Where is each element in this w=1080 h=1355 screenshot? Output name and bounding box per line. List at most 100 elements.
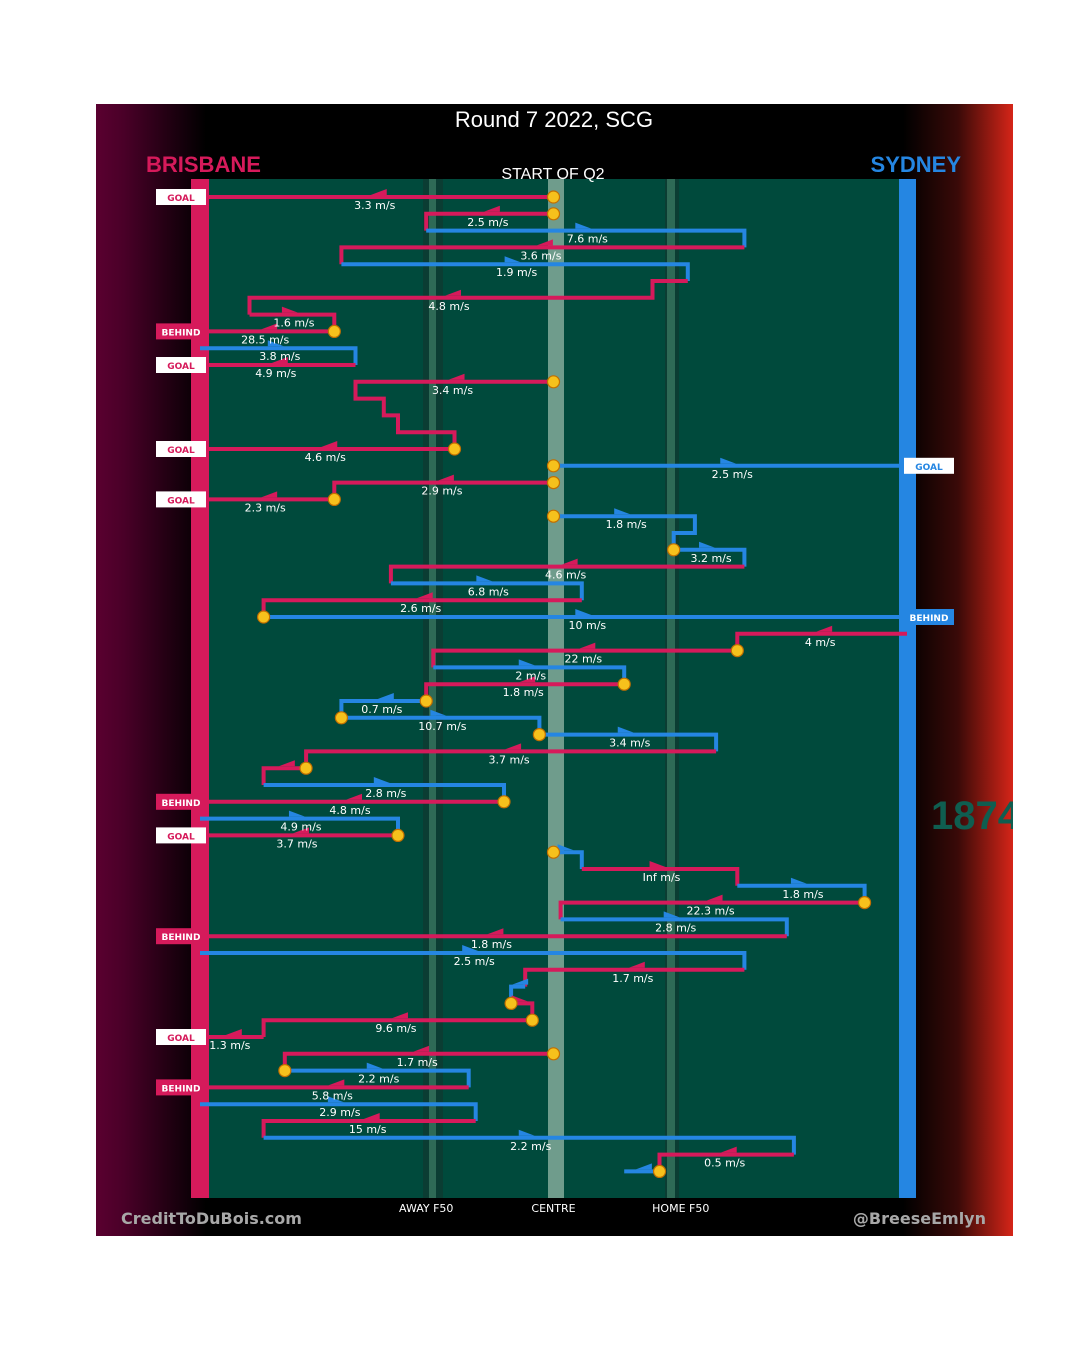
direction-arrow-40 [462,945,479,951]
speed-label-50: 15 m/s [349,1123,387,1136]
direction-arrow-2 [575,222,592,229]
speed-label-17: 4.6 m/s [545,569,586,582]
speed-label-26: 10.7 m/s [418,720,466,733]
direction-arrow-15 [614,508,631,515]
sydney-goal-tag-12 [904,457,954,474]
x-tick-label-2: HOME F50 [652,1202,709,1215]
possession-chain-22 [431,648,738,668]
direction-arrow-24 [519,676,536,683]
direction-arrow-10 [448,373,465,380]
score-tag-label-31: BEHIND [162,799,201,809]
direction-arrow-37 [706,894,723,901]
brisbane-goal-tag-9 [156,357,206,373]
direction-arrow-20 [575,609,592,615]
brisbane-goal-tag-33 [156,827,206,844]
score-tag-label-14: GOAL [167,496,195,506]
possession-chain-51 [263,1135,796,1155]
score-tag-label-12: GOAL [915,463,943,473]
direction-arrow-36 [790,877,807,884]
possession-chain-17 [388,564,745,584]
score-tag-label-20: BEHIND [910,614,949,624]
direction-arrow-38 [663,911,680,918]
score-tag-label-39: BEHIND [162,933,201,943]
direction-arrow-17 [561,558,578,565]
possession-chain-47 [284,1068,471,1088]
direction-arrow-39 [487,928,504,935]
direction-arrow-30 [373,777,390,783]
brisbane-behind-tag-48 [156,1079,206,1096]
score-tag-label-45: GOAL [167,1034,195,1044]
possession-chart: 1874 Round 7 2022, SCG BRISBANE SYDNEY S… [121,107,1013,1228]
direction-arrow-49 [327,1096,344,1103]
speed-label-23: 2 m/s [515,669,546,682]
away-f50-line [429,179,436,1198]
possession-node-12 [546,459,561,473]
score-tag-label-9: GOAL [167,362,195,372]
direction-arrow-52 [720,1146,737,1153]
possession-chain-2 [426,228,747,248]
speed-label-52: 0.5 m/s [704,1157,745,1170]
possession-node-13 [546,476,561,490]
watermark-year: 1874 [931,794,1013,838]
possession-node-0 [546,190,561,204]
possession-chain-10 [353,379,554,449]
speed-label-0: 3.3 m/s [354,199,395,212]
speed-label-38: 2.8 m/s [655,921,696,934]
possession-chain-38 [560,917,789,937]
direction-arrow-7 [261,323,278,330]
speed-label-36: 1.8 m/s [782,888,823,901]
speed-label-13: 2.9 m/s [421,485,462,498]
possession-node-16 [667,543,681,557]
speed-label-47: 2.2 m/s [358,1073,399,1086]
direction-arrow-9 [271,357,288,363]
quarter-label: START OF Q2 [501,166,604,183]
speed-label-45: 1.3 m/s [209,1039,250,1052]
possession-node-7 [327,324,341,338]
speed-label-25: 0.7 m/s [361,703,402,716]
direction-arrow-23 [518,659,535,666]
possession-chain-8 [200,346,358,365]
speed-label-22: 22 m/s [564,653,602,666]
speed-label-39: 1.8 m/s [471,938,512,951]
possession-chain-16 [673,547,747,567]
possession-node-37 [857,895,872,910]
possession-chain-35 [581,867,740,886]
speed-label-20: 10 m/s [568,619,606,632]
possession-nodes [257,190,872,1179]
direction-arrow-22 [579,642,596,649]
speed-label-28: 3.7 m/s [489,753,530,766]
possession-chain-29 [261,766,307,785]
score-tags: GOAL BEHIND GOAL GOAL GOAL GOAL BEHIND BEHIND GO… [156,189,954,1096]
speed-label-7: 28.5 m/s [241,333,289,346]
speed-label-19: 2.6 m/s [400,602,441,615]
possession-chain-1 [424,211,554,231]
x-tick-label-0: AWAY F50 [399,1202,453,1215]
speed-label-9: 4.9 m/s [255,367,296,380]
speed-label-15: 1.8 m/s [606,518,647,531]
brisbane-behind-tag-31 [156,793,206,810]
direction-arrow-18 [476,575,493,582]
direction-arrow-12 [720,457,737,464]
direction-arrow-46 [413,1045,430,1052]
direction-arrow-48 [328,1079,345,1086]
possession-chain-37 [558,900,865,920]
speed-label-16: 3.2 m/s [690,552,731,565]
sydney-label: SYDNEY [871,152,962,177]
possession-node-43 [504,996,518,1011]
speed-label-3: 3.6 m/s [520,249,561,262]
possession-chain-40 [200,951,747,970]
speed-label-37: 22.3 m/s [686,905,734,918]
brisbane-behind-tag-39 [156,928,206,945]
possession-node-46 [546,1047,561,1061]
direction-arrow-11 [321,441,338,447]
speed-label-11: 4.6 m/s [305,451,346,464]
speed-label-8: 3.8 m/s [259,350,300,363]
direction-arrow-44 [391,1012,408,1019]
speed-label-49: 2.9 m/s [319,1106,360,1119]
speed-label-14: 2.3 m/s [245,501,286,514]
possession-chain-27 [539,732,719,752]
possession-node-31 [497,795,511,809]
speed-label-12: 2.5 m/s [712,468,753,481]
speed-label-10: 3.4 m/s [432,384,473,397]
possession-node-25 [419,694,433,708]
